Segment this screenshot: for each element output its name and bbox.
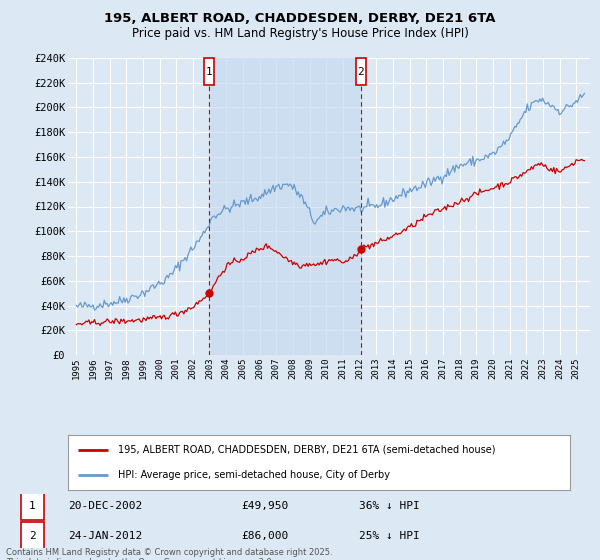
Text: 2: 2 bbox=[29, 531, 36, 541]
FancyBboxPatch shape bbox=[204, 58, 214, 85]
Text: Price paid vs. HM Land Registry's House Price Index (HPI): Price paid vs. HM Land Registry's House … bbox=[131, 27, 469, 40]
Text: £49,950: £49,950 bbox=[241, 501, 289, 511]
FancyBboxPatch shape bbox=[21, 492, 44, 520]
Text: 20-DEC-2002: 20-DEC-2002 bbox=[68, 501, 142, 511]
Text: Contains HM Land Registry data © Crown copyright and database right 2025.
This d: Contains HM Land Registry data © Crown c… bbox=[6, 548, 332, 560]
Text: 1: 1 bbox=[29, 501, 36, 511]
Text: 195, ALBERT ROAD, CHADDESDEN, DERBY, DE21 6TA (semi-detached house): 195, ALBERT ROAD, CHADDESDEN, DERBY, DE2… bbox=[118, 445, 496, 455]
Text: 24-JAN-2012: 24-JAN-2012 bbox=[68, 531, 142, 541]
Text: HPI: Average price, semi-detached house, City of Derby: HPI: Average price, semi-detached house,… bbox=[118, 470, 390, 480]
Text: 195, ALBERT ROAD, CHADDESDEN, DERBY, DE21 6TA: 195, ALBERT ROAD, CHADDESDEN, DERBY, DE2… bbox=[104, 12, 496, 25]
Text: 1: 1 bbox=[206, 67, 212, 77]
Text: £86,000: £86,000 bbox=[241, 531, 289, 541]
Text: 2: 2 bbox=[358, 67, 364, 77]
Bar bbox=[209, 58, 361, 355]
FancyBboxPatch shape bbox=[21, 522, 44, 550]
Text: 25% ↓ HPI: 25% ↓ HPI bbox=[359, 531, 419, 541]
Text: 36% ↓ HPI: 36% ↓ HPI bbox=[359, 501, 419, 511]
FancyBboxPatch shape bbox=[356, 58, 366, 85]
